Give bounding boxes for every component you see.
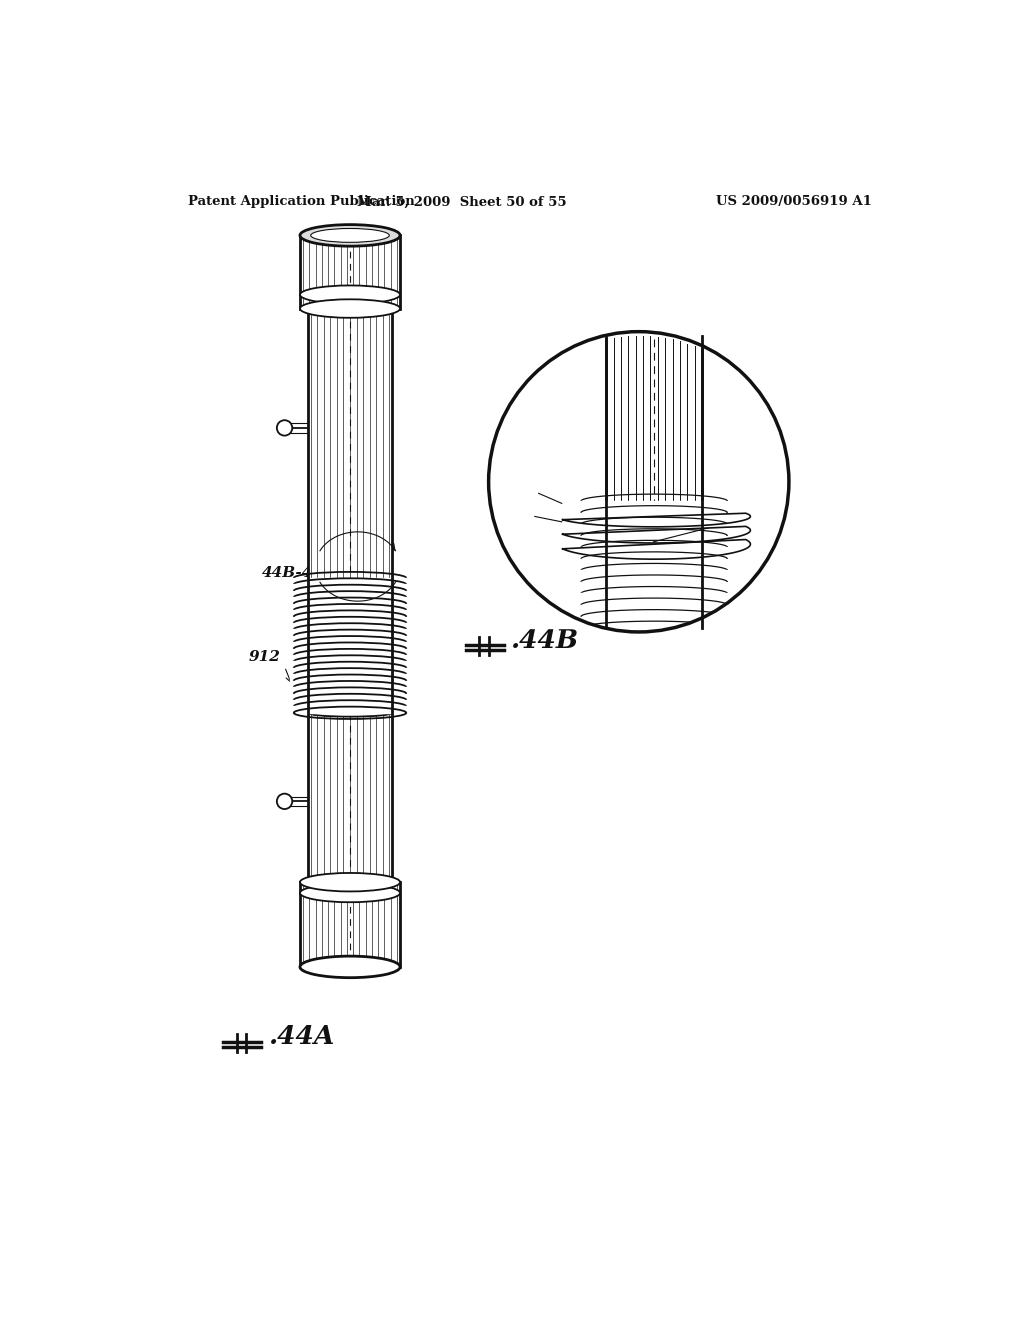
Circle shape (276, 420, 292, 436)
Ellipse shape (300, 300, 400, 318)
Bar (488, 524, 788, 536)
Bar (290, 668, 410, 675)
Bar (301, 235, 398, 309)
Bar (290, 630, 410, 636)
Text: .44B: .44B (510, 628, 579, 653)
Bar (290, 578, 410, 585)
Text: US 2009/0056919 A1: US 2009/0056919 A1 (716, 195, 871, 209)
Ellipse shape (310, 228, 389, 243)
Text: 44B-44B: 44B-44B (261, 566, 336, 579)
Ellipse shape (300, 224, 400, 246)
Bar (488, 594, 788, 605)
Bar (290, 661, 410, 668)
Text: Patent Application Publication: Patent Application Publication (188, 195, 415, 209)
Bar (301, 882, 398, 966)
Text: 911: 911 (654, 536, 683, 550)
Bar (488, 512, 788, 524)
Bar (290, 706, 410, 713)
Bar (290, 693, 410, 700)
Text: 916: 916 (493, 510, 521, 524)
Text: 914: 914 (497, 486, 525, 500)
Bar (309, 309, 391, 578)
Bar (488, 558, 788, 570)
Bar (290, 603, 410, 610)
Bar (309, 713, 391, 882)
Bar (290, 585, 410, 591)
Bar (488, 570, 788, 582)
Bar (488, 582, 788, 594)
Ellipse shape (300, 873, 400, 891)
Bar (290, 655, 410, 661)
Bar (290, 616, 410, 623)
Bar (290, 623, 410, 630)
Bar (290, 597, 410, 603)
Ellipse shape (300, 956, 400, 978)
Circle shape (276, 793, 292, 809)
Bar (290, 681, 410, 688)
Bar (488, 605, 788, 616)
Bar (290, 643, 410, 648)
Ellipse shape (300, 884, 400, 903)
Bar (290, 675, 410, 681)
Bar (290, 700, 410, 706)
Bar (488, 548, 788, 558)
Text: 912: 912 (249, 651, 281, 664)
Text: Mar. 5, 2009  Sheet 50 of 55: Mar. 5, 2009 Sheet 50 of 55 (356, 195, 566, 209)
Bar (488, 536, 788, 548)
Ellipse shape (300, 285, 400, 304)
Bar (488, 616, 788, 628)
Bar (488, 502, 788, 512)
Bar (290, 688, 410, 693)
Bar (290, 648, 410, 655)
Ellipse shape (307, 709, 392, 717)
Bar (290, 610, 410, 616)
Circle shape (488, 331, 788, 632)
Text: .44A: .44A (267, 1024, 334, 1049)
Bar (290, 591, 410, 597)
Bar (290, 636, 410, 643)
